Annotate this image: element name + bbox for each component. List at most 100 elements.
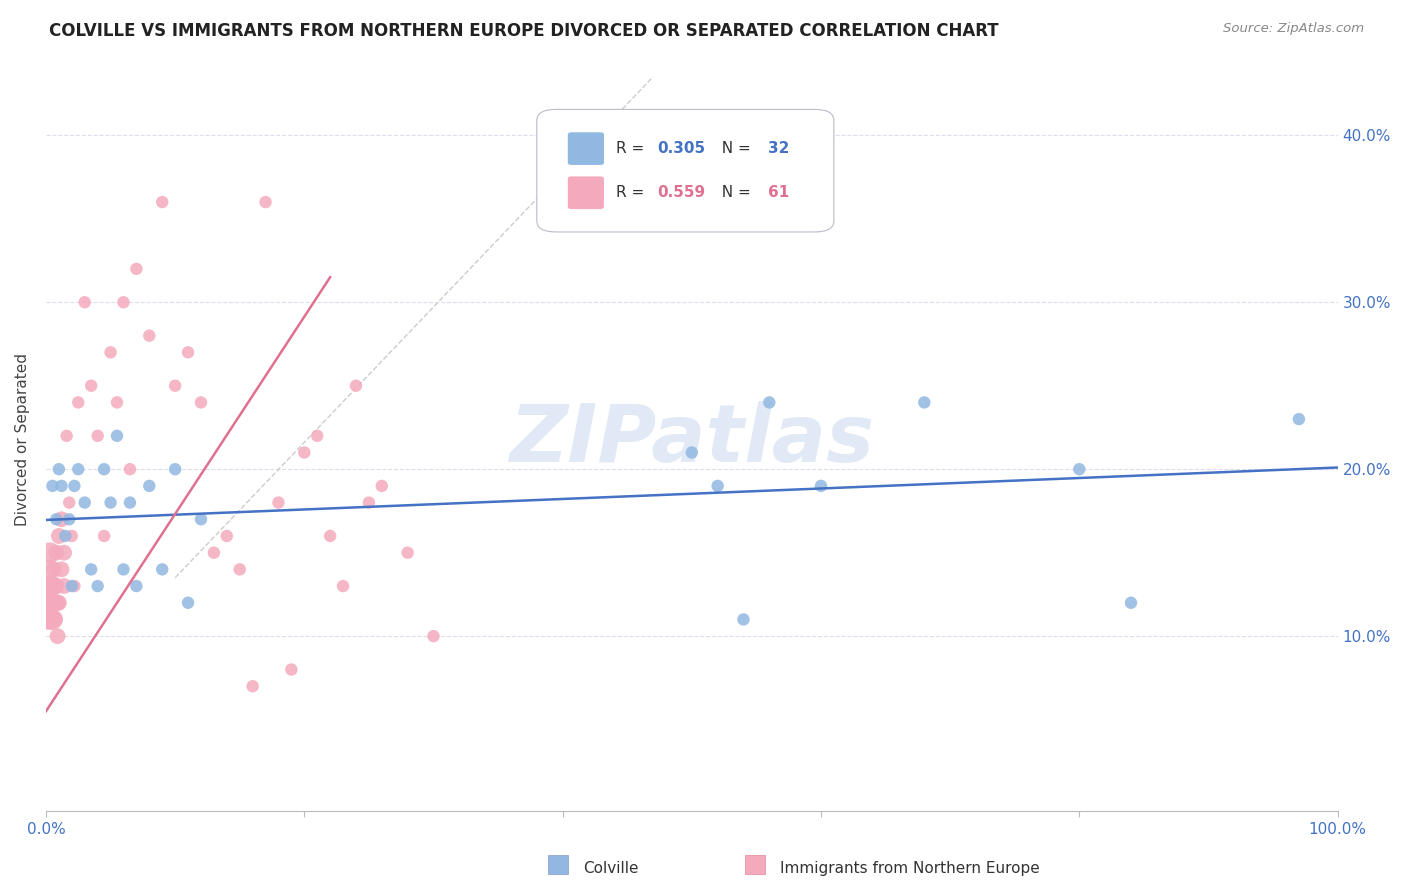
Point — [267, 495, 290, 509]
Point — [105, 429, 128, 443]
Point — [319, 529, 342, 543]
Point — [67, 395, 90, 409]
Text: 0.559: 0.559 — [657, 186, 704, 200]
Point — [46, 629, 69, 643]
Point — [202, 546, 225, 560]
Point — [45, 579, 67, 593]
Point — [73, 495, 96, 509]
Point — [38, 562, 60, 576]
Point — [357, 495, 380, 509]
Point — [165, 378, 187, 392]
Point — [332, 579, 354, 593]
Point — [45, 546, 67, 560]
Point — [1288, 412, 1310, 426]
Text: R =: R = — [616, 141, 648, 156]
Point — [38, 579, 60, 593]
Point — [38, 596, 60, 610]
Point — [58, 495, 80, 509]
Point — [48, 529, 70, 543]
Point — [118, 462, 141, 476]
Point — [37, 579, 59, 593]
Point — [215, 529, 238, 543]
Text: R =: R = — [616, 186, 648, 200]
Point — [118, 495, 141, 509]
Point — [138, 479, 160, 493]
Point — [67, 462, 90, 476]
Point — [292, 445, 315, 459]
Point — [165, 462, 187, 476]
Text: 0.305: 0.305 — [657, 141, 704, 156]
Y-axis label: Divorced or Separated: Divorced or Separated — [15, 353, 30, 526]
Point — [42, 596, 65, 610]
Point — [254, 195, 277, 210]
Point — [138, 328, 160, 343]
Point — [112, 295, 135, 310]
Point — [733, 612, 755, 626]
Point — [112, 562, 135, 576]
Text: ZIPatlas: ZIPatlas — [509, 401, 875, 479]
Text: Source: ZipAtlas.com: Source: ZipAtlas.com — [1223, 22, 1364, 36]
Point — [53, 579, 76, 593]
Point — [93, 462, 115, 476]
Point — [280, 663, 302, 677]
Point — [396, 546, 419, 560]
Point — [758, 395, 780, 409]
Point — [1119, 596, 1142, 610]
Point — [48, 462, 70, 476]
Point — [100, 495, 122, 509]
Point — [125, 261, 148, 276]
Point — [125, 579, 148, 593]
Bar — [548, 855, 568, 874]
Text: 61: 61 — [768, 186, 789, 200]
Point — [105, 395, 128, 409]
Point — [51, 512, 73, 526]
Point — [48, 596, 70, 610]
Point — [39, 612, 62, 626]
Point — [177, 345, 200, 359]
Point — [307, 429, 329, 443]
FancyBboxPatch shape — [568, 177, 605, 209]
Point — [42, 562, 65, 576]
Point — [51, 479, 73, 493]
Text: N =: N = — [713, 141, 756, 156]
Point — [53, 529, 76, 543]
Bar — [745, 855, 765, 874]
Text: N =: N = — [713, 186, 756, 200]
Point — [912, 395, 935, 409]
Point — [37, 596, 59, 610]
Point — [41, 612, 63, 626]
Point — [58, 512, 80, 526]
Point — [93, 529, 115, 543]
Point — [41, 479, 63, 493]
Point — [150, 195, 173, 210]
Point — [38, 546, 60, 560]
Point — [80, 562, 103, 576]
Point — [100, 345, 122, 359]
Point — [51, 562, 73, 576]
Point — [150, 562, 173, 576]
Point — [86, 579, 108, 593]
Point — [73, 295, 96, 310]
Point — [190, 395, 212, 409]
Point — [242, 679, 264, 693]
Point — [44, 596, 66, 610]
Point — [706, 479, 728, 493]
Point — [60, 579, 83, 593]
FancyBboxPatch shape — [537, 110, 834, 232]
Point — [1069, 462, 1091, 476]
Point — [63, 479, 86, 493]
Point — [80, 378, 103, 392]
Point — [35, 612, 58, 626]
Point — [228, 562, 250, 576]
Point — [86, 429, 108, 443]
Point — [190, 512, 212, 526]
Point — [41, 579, 63, 593]
Point — [422, 629, 444, 643]
Point — [681, 445, 703, 459]
Point — [44, 612, 66, 626]
FancyBboxPatch shape — [568, 132, 605, 165]
Point — [371, 479, 394, 493]
Point — [39, 596, 62, 610]
Point — [60, 529, 83, 543]
Point — [45, 512, 67, 526]
